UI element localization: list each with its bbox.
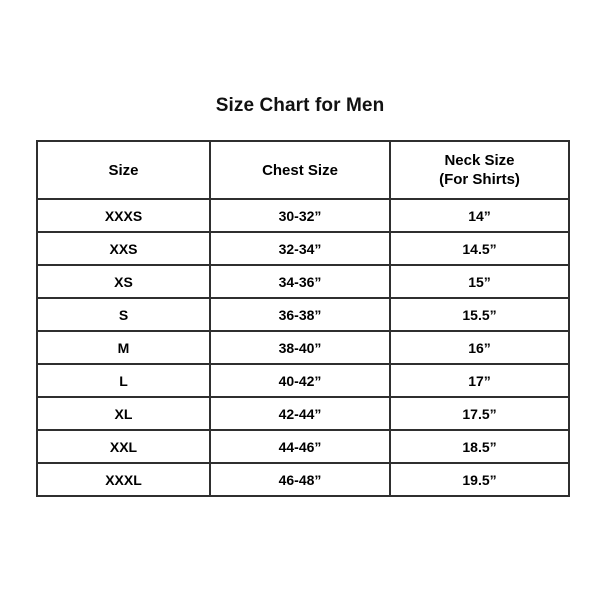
- cell-size: XXXS: [36, 198, 211, 233]
- column-header-neck-size-label: Neck Size: [444, 152, 515, 169]
- table-row: XXL 44-46” 18.5”: [36, 429, 570, 464]
- cell-size: XXL: [36, 429, 211, 464]
- table-header: Size Chest Size Neck Size (For Shirts): [36, 140, 570, 200]
- cell-chest: 36-38”: [209, 297, 391, 332]
- cell-size: S: [36, 297, 211, 332]
- cell-neck: 15.5”: [389, 297, 570, 332]
- size-table-container: Size Chest Size Neck Size (For Shirts) X…: [36, 140, 570, 497]
- table-row: S 36-38” 15.5”: [36, 297, 570, 332]
- cell-size: XXXL: [36, 462, 211, 497]
- column-header-size-label: Size: [108, 161, 139, 179]
- cell-neck: 14.5”: [389, 231, 570, 266]
- cell-size: L: [36, 363, 211, 398]
- cell-size: XL: [36, 396, 211, 431]
- table-row: L 40-42” 17”: [36, 363, 570, 398]
- cell-chest: 40-42”: [209, 363, 391, 398]
- column-header-neck-size: Neck Size (For Shirts): [389, 140, 570, 200]
- cell-neck: 19.5”: [389, 462, 570, 497]
- cell-neck: 14”: [389, 198, 570, 233]
- column-header-chest-size: Chest Size: [209, 140, 391, 200]
- cell-chest: 32-34”: [209, 231, 391, 266]
- cell-size: M: [36, 330, 211, 365]
- cell-chest: 44-46”: [209, 429, 391, 464]
- table-row: XS 34-36” 15”: [36, 264, 570, 299]
- cell-neck: 18.5”: [389, 429, 570, 464]
- table-row: M 38-40” 16”: [36, 330, 570, 365]
- table-header-row: Size Chest Size Neck Size (For Shirts): [36, 140, 570, 200]
- cell-size: XS: [36, 264, 211, 299]
- table-row: XL 42-44” 17.5”: [36, 396, 570, 431]
- table-body: XXXS 30-32” 14” XXS 32-34” 14.5” XS 34-3…: [36, 198, 570, 497]
- cell-neck: 17”: [389, 363, 570, 398]
- cell-chest: 38-40”: [209, 330, 391, 365]
- column-header-size: Size: [36, 140, 211, 200]
- table-row: XXS 32-34” 14.5”: [36, 231, 570, 266]
- cell-neck: 17.5”: [389, 396, 570, 431]
- table-row: XXXL 46-48” 19.5”: [36, 462, 570, 497]
- size-chart-table: Size Chest Size Neck Size (For Shirts) X…: [36, 140, 570, 497]
- table-row: XXXS 30-32” 14”: [36, 198, 570, 233]
- column-header-chest-size-label: Chest Size: [262, 161, 338, 179]
- cell-chest: 46-48”: [209, 462, 391, 497]
- page-title: Size Chart for Men: [215, 95, 385, 116]
- cell-chest: 30-32”: [209, 198, 391, 233]
- cell-size: XXS: [36, 231, 211, 266]
- cell-neck: 16”: [389, 330, 570, 365]
- column-header-neck-size-sublabel: (For Shirts): [439, 171, 520, 188]
- cell-neck: 15”: [389, 264, 570, 299]
- cell-chest: 42-44”: [209, 396, 391, 431]
- cell-chest: 34-36”: [209, 264, 391, 299]
